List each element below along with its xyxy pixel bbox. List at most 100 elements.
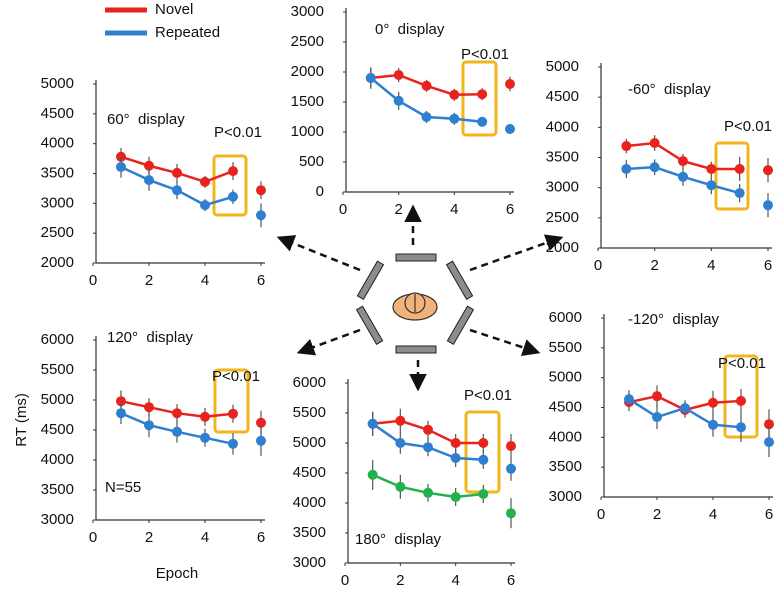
point	[144, 175, 154, 186]
x-axis-label: Epoch	[156, 565, 199, 582]
y-tick-label: 3500	[41, 481, 74, 498]
x-tick-label: 2	[650, 257, 658, 274]
test-point	[763, 165, 773, 176]
point	[172, 185, 182, 196]
y-tick-label: 2000	[546, 239, 579, 256]
test-point	[764, 437, 774, 448]
screen	[446, 305, 475, 346]
highlight-box	[212, 154, 248, 217]
y-tick-label: 3500	[293, 524, 326, 541]
x-tick-label: 4	[707, 257, 715, 274]
point	[365, 73, 376, 83]
point	[652, 412, 662, 423]
point	[449, 113, 460, 124]
y-tick-label: 6000	[293, 374, 326, 391]
point	[421, 80, 432, 91]
x-tick-label: 2	[145, 272, 153, 289]
y-tick-label: 5000	[546, 58, 579, 75]
y-tick-label: 2000	[291, 63, 324, 80]
point	[734, 188, 745, 199]
y-tick-label: 5000	[41, 75, 74, 92]
point	[200, 411, 210, 422]
x-tick-label: 0	[341, 572, 349, 589]
point	[228, 191, 238, 202]
arrow	[469, 234, 564, 272]
point	[706, 163, 717, 174]
screen	[355, 305, 384, 346]
point	[421, 112, 432, 122]
y-tick-label: 3000	[291, 3, 324, 20]
point	[116, 396, 126, 407]
screen	[356, 260, 385, 301]
arrow	[276, 235, 361, 272]
point	[423, 424, 433, 435]
x-tick-label: 4	[201, 529, 209, 546]
point	[116, 161, 126, 172]
y-tick-label: 4000	[41, 135, 74, 152]
point	[172, 167, 182, 178]
x-tick-label: 6	[257, 272, 265, 289]
y-tick-label: 3000	[41, 511, 74, 528]
point	[649, 162, 660, 173]
y-tick-label: 3000	[546, 179, 579, 196]
y-tick-label: 6000	[549, 309, 582, 326]
highlight-box	[461, 60, 498, 137]
point	[708, 397, 718, 408]
x-tick-label: 4	[201, 272, 209, 289]
point	[144, 420, 154, 431]
y-tick-label: 500	[299, 153, 324, 170]
point	[680, 403, 690, 414]
annotation: P<0.01	[724, 118, 772, 135]
y-tick-label: 6000	[41, 331, 74, 348]
y-tick-label: 5500	[41, 361, 74, 378]
point	[478, 489, 489, 499]
point	[423, 442, 433, 453]
point	[706, 180, 717, 191]
point	[477, 89, 488, 100]
point	[200, 432, 210, 443]
y-tick-label: 5500	[549, 339, 582, 356]
x-tick-label: 6	[764, 257, 772, 274]
test-point	[505, 124, 515, 134]
y-tick-label: 2000	[41, 254, 74, 271]
point	[200, 176, 210, 187]
y-tick-label: 4500	[293, 464, 326, 481]
panel-title: 120° display	[107, 329, 194, 346]
point	[367, 418, 378, 429]
panel-title: -120° display	[628, 311, 720, 328]
y-tick-label: 4000	[546, 118, 579, 135]
annotation: P<0.01	[718, 355, 766, 372]
point	[678, 171, 688, 182]
point	[367, 469, 378, 480]
point	[621, 141, 632, 152]
screen	[395, 345, 437, 354]
point	[395, 481, 406, 492]
y-tick-label: 5000	[41, 391, 74, 408]
point	[449, 89, 460, 100]
y-tick-label: 4000	[293, 494, 326, 511]
y-tick-label: 3500	[549, 458, 582, 475]
y-tick-label: 2500	[291, 33, 324, 50]
x-tick-label: 2	[394, 201, 402, 218]
screens	[355, 253, 475, 354]
y-tick-label: 5000	[549, 369, 582, 386]
test-point	[256, 210, 266, 221]
arrow	[469, 328, 541, 356]
x-tick-label: 6	[765, 506, 773, 523]
test-point	[256, 185, 266, 196]
point	[172, 426, 182, 437]
highlight-box	[714, 141, 750, 211]
y-tick-label: 3500	[546, 148, 579, 165]
center-diagram	[276, 204, 564, 392]
point	[228, 438, 238, 449]
test-point	[506, 463, 516, 474]
point	[395, 415, 406, 426]
x-tick-label: 4	[450, 201, 458, 218]
test-point	[764, 419, 774, 430]
annotation: P<0.01	[214, 124, 262, 141]
y-tick-label: 3000	[549, 488, 582, 505]
test-point	[256, 435, 266, 446]
x-tick-label: 4	[451, 572, 459, 589]
panel-title: 0° display	[375, 21, 445, 38]
